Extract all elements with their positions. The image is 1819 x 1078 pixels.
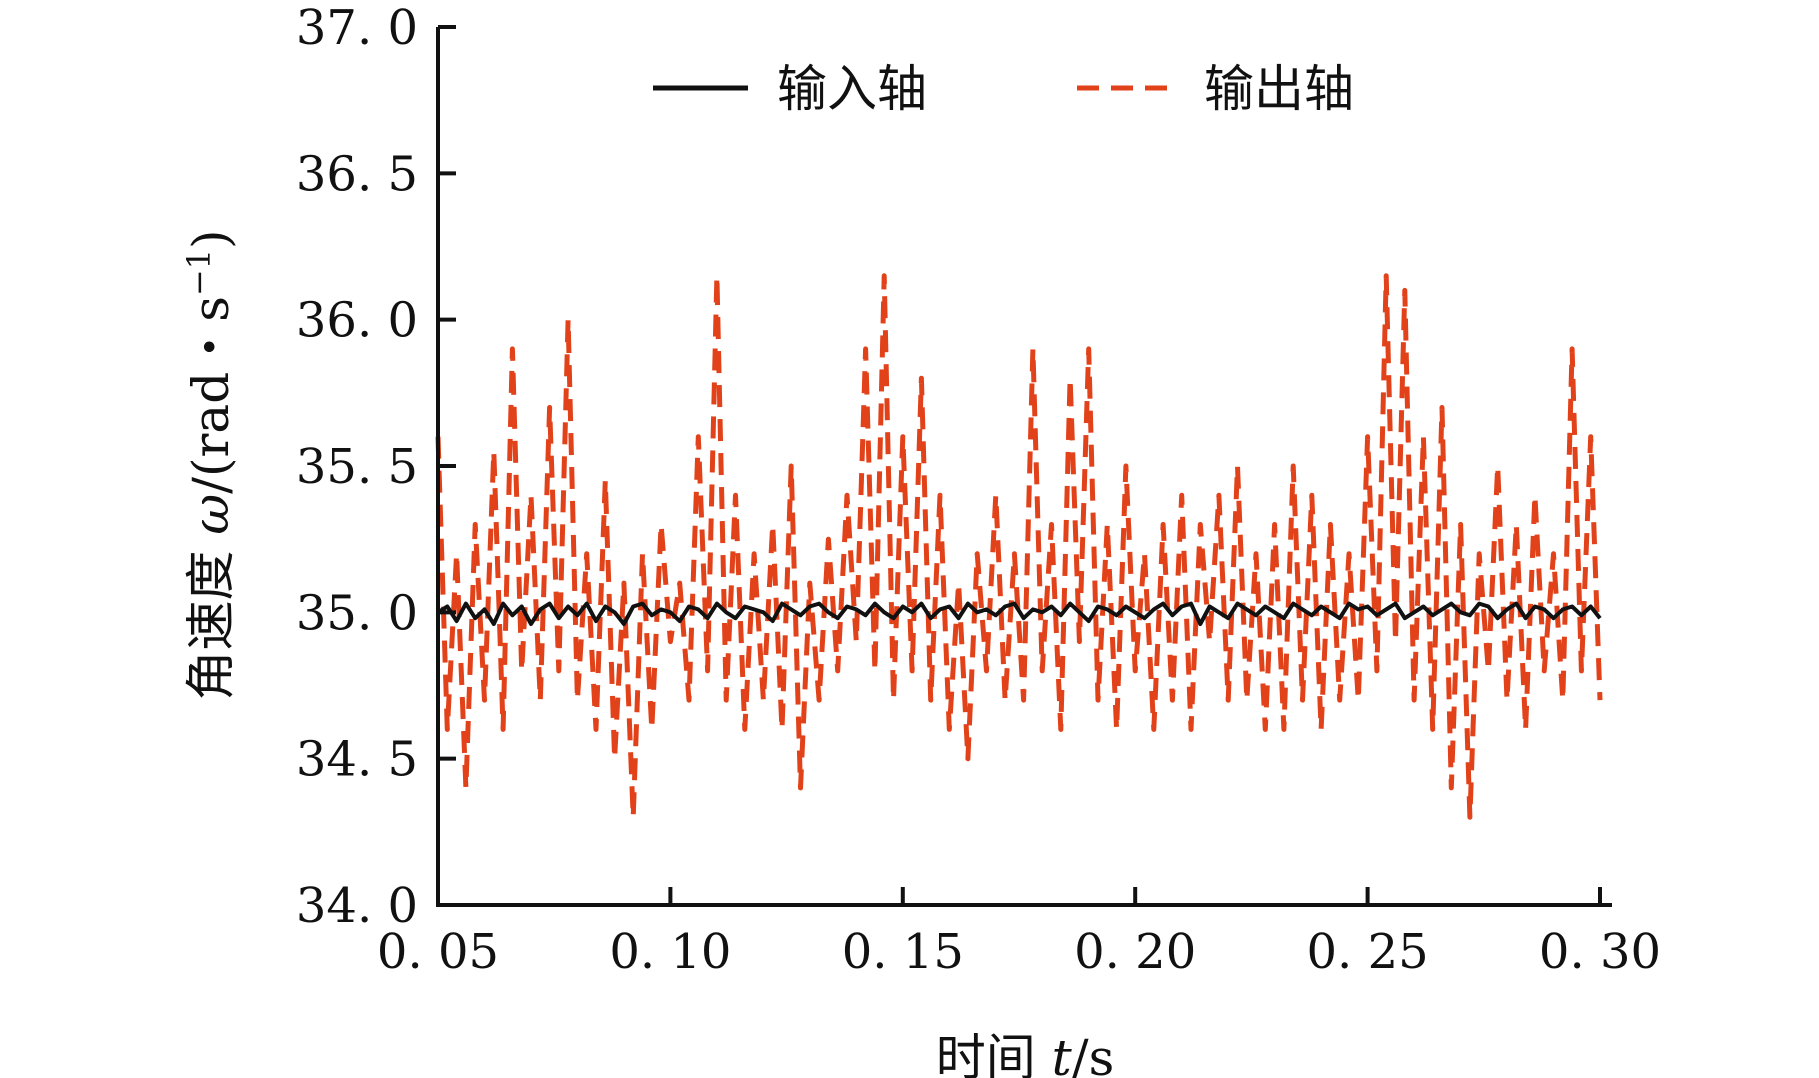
series-output-line bbox=[435, 273, 1603, 820]
plot-area: 34. 0 34. 5 35. 0 35. 5 36. 0 36. 5 37. 0 0. 0… bbox=[296, 0, 1661, 980]
y-axis-title-sup: −1 bbox=[180, 249, 218, 296]
x-tick-label: 0. 25 bbox=[1307, 924, 1429, 980]
axes-frame bbox=[436, 27, 1612, 907]
x-tick-label: 0. 30 bbox=[1539, 924, 1661, 980]
legend-label-input: 输入轴 bbox=[777, 60, 927, 118]
y-tick-label: 34. 5 bbox=[296, 732, 418, 788]
legend-label-output: 输出轴 bbox=[1204, 60, 1354, 118]
y-axis-title-unit: /(rad・s bbox=[182, 296, 240, 494]
y-axis-title-close: ) bbox=[182, 229, 240, 249]
legend: 输入轴 输出轴 bbox=[653, 60, 1354, 118]
y-axis-title-var: ω bbox=[182, 494, 240, 535]
x-ticks: 0. 05 0. 10 0. 15 0. 20 0. 25 0. 30 bbox=[377, 887, 1661, 980]
y-tick-label: 35. 0 bbox=[296, 585, 418, 641]
series-layer bbox=[435, 273, 1603, 820]
y-tick-label: 34. 0 bbox=[296, 878, 418, 934]
x-axis-title: 时间 t/s bbox=[936, 1029, 1115, 1078]
y-tick-label: 36. 0 bbox=[296, 293, 418, 349]
x-axis-title-unit: /s bbox=[1072, 1029, 1115, 1078]
x-tick-label: 0. 10 bbox=[609, 924, 731, 980]
y-tick-label: 35. 5 bbox=[296, 439, 418, 495]
y-axis-title: 角速度 ω/(rad・s−1) bbox=[180, 229, 240, 700]
x-tick-label: 0. 20 bbox=[1074, 924, 1196, 980]
y-tick-label: 37. 0 bbox=[296, 0, 418, 56]
x-axis-title-var: t bbox=[1052, 1029, 1073, 1078]
y-axis-title-text: 角速度 bbox=[182, 535, 240, 701]
x-tick-label: 0. 05 bbox=[377, 924, 499, 980]
x-tick-label: 0. 15 bbox=[842, 924, 964, 980]
y-tick-label: 36. 5 bbox=[296, 146, 418, 202]
y-ticks: 34. 0 34. 5 35. 0 35. 5 36. 0 36. 5 37. 0 bbox=[296, 0, 456, 934]
x-axis-title-text: 时间 bbox=[936, 1029, 1052, 1078]
series-input-line bbox=[436, 601, 1602, 626]
